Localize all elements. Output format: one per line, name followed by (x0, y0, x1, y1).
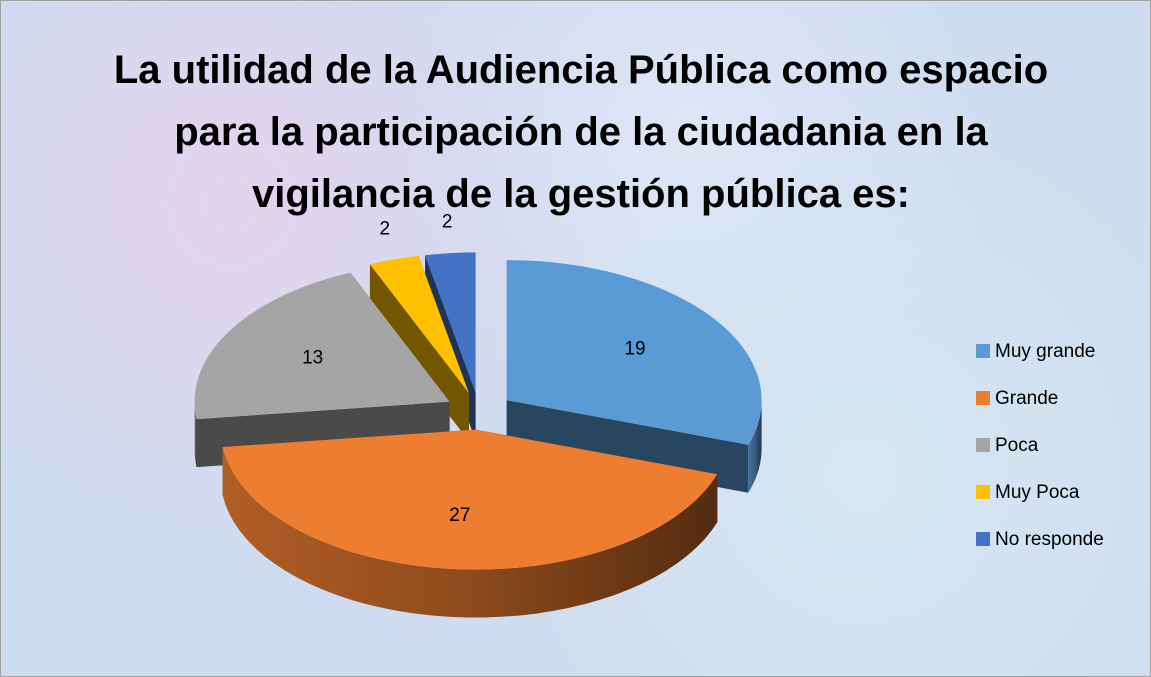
data-label: 19 (624, 338, 645, 359)
legend-swatch (976, 532, 990, 546)
legend-label: Grande (995, 388, 1058, 409)
legend-swatch (976, 391, 990, 405)
legend-swatch (976, 438, 990, 452)
slice (369, 255, 469, 394)
legend-swatch (976, 344, 990, 358)
data-label: 13 (302, 347, 323, 368)
slice (194, 272, 450, 420)
slice-side (748, 400, 762, 493)
slice (222, 429, 718, 570)
legend-label: Poca (995, 435, 1039, 456)
slice-side (194, 401, 197, 468)
data-label: 27 (449, 505, 470, 526)
legend-label: Muy grande (995, 341, 1095, 362)
chart-title: La utilidad de la Audiencia Pública como… (113, 48, 1049, 216)
legend-label: No responde (995, 529, 1104, 550)
data-label: 2 (380, 218, 391, 239)
slice (506, 260, 762, 445)
data-label: 2 (442, 211, 453, 232)
slice-side (222, 447, 718, 618)
legend-label: Muy Poca (995, 482, 1080, 503)
legend-swatch (976, 485, 990, 499)
slice (425, 252, 476, 393)
